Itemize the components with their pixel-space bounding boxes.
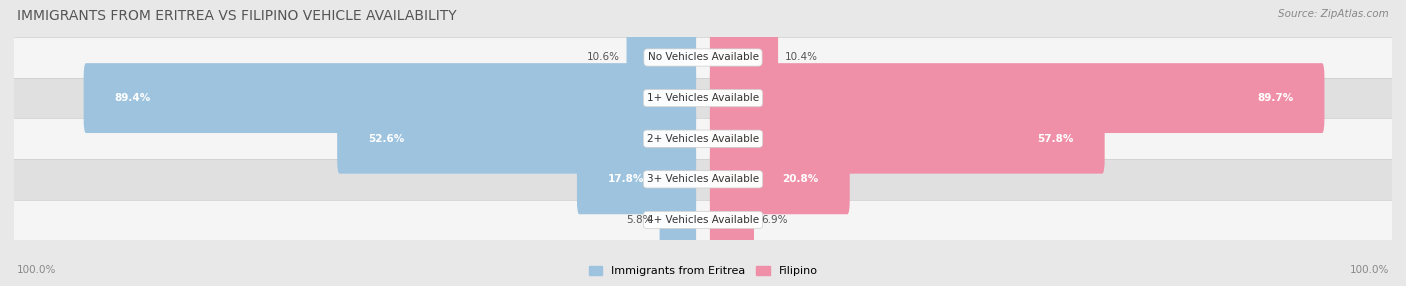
FancyBboxPatch shape: [14, 78, 1392, 118]
FancyBboxPatch shape: [83, 63, 696, 133]
Text: 89.4%: 89.4%: [115, 93, 150, 103]
Text: 10.4%: 10.4%: [785, 53, 818, 62]
Text: Source: ZipAtlas.com: Source: ZipAtlas.com: [1278, 9, 1389, 19]
FancyBboxPatch shape: [659, 185, 696, 255]
FancyBboxPatch shape: [627, 23, 696, 92]
Text: 52.6%: 52.6%: [368, 134, 405, 144]
FancyBboxPatch shape: [14, 200, 1392, 240]
Text: 10.6%: 10.6%: [586, 53, 620, 62]
Text: 4+ Vehicles Available: 4+ Vehicles Available: [647, 215, 759, 225]
Text: 3+ Vehicles Available: 3+ Vehicles Available: [647, 174, 759, 184]
FancyBboxPatch shape: [710, 104, 1105, 174]
FancyBboxPatch shape: [14, 159, 1392, 200]
FancyBboxPatch shape: [14, 118, 1392, 159]
Text: 57.8%: 57.8%: [1038, 134, 1074, 144]
Legend: Immigrants from Eritrea, Filipino: Immigrants from Eritrea, Filipino: [583, 261, 823, 281]
Text: 20.8%: 20.8%: [783, 174, 818, 184]
Text: 17.8%: 17.8%: [607, 174, 644, 184]
Text: 100.0%: 100.0%: [1350, 265, 1389, 275]
Text: 6.9%: 6.9%: [761, 215, 787, 225]
Text: 5.8%: 5.8%: [626, 215, 652, 225]
Text: IMMIGRANTS FROM ERITREA VS FILIPINO VEHICLE AVAILABILITY: IMMIGRANTS FROM ERITREA VS FILIPINO VEHI…: [17, 9, 457, 23]
Text: 100.0%: 100.0%: [17, 265, 56, 275]
FancyBboxPatch shape: [710, 185, 754, 255]
FancyBboxPatch shape: [576, 144, 696, 214]
FancyBboxPatch shape: [710, 144, 849, 214]
FancyBboxPatch shape: [337, 104, 696, 174]
FancyBboxPatch shape: [710, 23, 778, 92]
FancyBboxPatch shape: [710, 63, 1324, 133]
Text: 1+ Vehicles Available: 1+ Vehicles Available: [647, 93, 759, 103]
Text: No Vehicles Available: No Vehicles Available: [648, 53, 758, 62]
Text: 89.7%: 89.7%: [1257, 93, 1294, 103]
FancyBboxPatch shape: [14, 37, 1392, 78]
Text: 2+ Vehicles Available: 2+ Vehicles Available: [647, 134, 759, 144]
